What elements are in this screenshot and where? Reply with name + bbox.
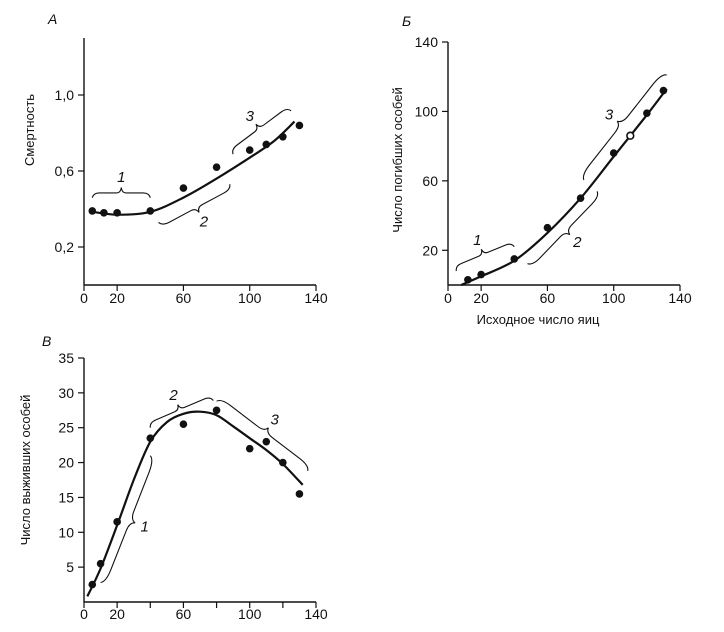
y-tick-label: 10 bbox=[58, 524, 74, 540]
region-label: 2 bbox=[168, 387, 178, 404]
y-axis-label: Смертность bbox=[22, 94, 37, 166]
data-point bbox=[543, 223, 552, 232]
data-point bbox=[88, 207, 97, 215]
data-point bbox=[626, 131, 635, 140]
data-point bbox=[245, 146, 254, 154]
data-point bbox=[88, 580, 97, 589]
fitted-curve bbox=[460, 88, 668, 287]
region-brace bbox=[216, 399, 309, 472]
region-label: 2 bbox=[199, 214, 209, 231]
y-tick-label: 20 bbox=[422, 242, 438, 258]
x-tick-label: 100 bbox=[602, 290, 626, 306]
region-label: 1 bbox=[117, 169, 125, 186]
data-point bbox=[659, 86, 668, 95]
data-point bbox=[464, 275, 472, 284]
x-tick-label: 60 bbox=[540, 290, 556, 306]
data-point bbox=[179, 420, 188, 429]
data-point bbox=[279, 458, 287, 467]
data-point bbox=[295, 490, 304, 498]
y-tick-label: 5 bbox=[66, 559, 74, 575]
region-brace bbox=[582, 74, 667, 181]
data-point bbox=[295, 121, 304, 130]
x-tick-label: 0 bbox=[80, 606, 88, 622]
y-tick-label: 100 bbox=[415, 103, 439, 119]
chart-panel-c: В 0 20 60 100 140 5 10 15 20 25 30 35 Число выживших … bbox=[18, 333, 328, 622]
region-brace bbox=[455, 243, 515, 272]
y-axis-label: Число выживших особей bbox=[18, 395, 33, 546]
data-point bbox=[179, 184, 188, 192]
data-point bbox=[262, 140, 271, 149]
region-label: 1 bbox=[473, 232, 481, 249]
y-tick-label: 140 bbox=[415, 34, 439, 50]
region-brace bbox=[158, 184, 231, 225]
chart-panel-a: А 0 20 60 100 140 0,2 0,6 1,0 Смертность 1 2 3 bbox=[22, 11, 328, 306]
data-point bbox=[609, 149, 618, 157]
region-label: 3 bbox=[271, 412, 280, 429]
data-point bbox=[212, 406, 221, 415]
x-tick-label: 20 bbox=[473, 290, 489, 306]
data-point bbox=[113, 518, 121, 526]
y-tick-label: 25 bbox=[58, 420, 74, 436]
data-point bbox=[510, 255, 519, 263]
x-tick-label: 0 bbox=[444, 290, 452, 306]
x-tick-label: 60 bbox=[176, 606, 192, 622]
fitted-curve bbox=[92, 120, 296, 216]
data-point bbox=[262, 437, 271, 446]
region-brace bbox=[91, 187, 151, 198]
panel-letter: Б bbox=[402, 13, 411, 29]
region-brace bbox=[149, 397, 214, 428]
x-tick-label: 140 bbox=[304, 290, 328, 306]
y-tick-label: 1,0 bbox=[55, 87, 75, 103]
data-point bbox=[643, 109, 651, 117]
panel-letter: А bbox=[47, 11, 57, 27]
region-brace bbox=[100, 455, 153, 584]
region-label: 3 bbox=[605, 107, 614, 124]
y-tick-label: 15 bbox=[58, 489, 74, 505]
x-tick-label: 100 bbox=[238, 290, 262, 306]
data-point bbox=[477, 270, 485, 279]
data-point bbox=[146, 434, 155, 442]
y-tick-label: 60 bbox=[422, 173, 438, 189]
fitted-curve bbox=[86, 410, 304, 597]
data-point bbox=[96, 559, 105, 568]
x-tick-label: 140 bbox=[668, 290, 692, 306]
y-tick-label: 30 bbox=[58, 385, 74, 401]
data-point bbox=[146, 207, 155, 215]
y-axis-label: Число погибших особей bbox=[390, 87, 405, 232]
x-axis-label: Исходное число яиц bbox=[477, 312, 600, 327]
data-point bbox=[245, 444, 254, 453]
region-label: 3 bbox=[246, 108, 255, 125]
x-tick-label: 20 bbox=[109, 290, 125, 306]
region-brace bbox=[232, 108, 292, 155]
data-point bbox=[113, 209, 121, 217]
data-point bbox=[576, 194, 585, 203]
x-tick-label: 100 bbox=[238, 606, 262, 622]
data-point bbox=[279, 133, 287, 141]
x-tick-label: 60 bbox=[176, 290, 192, 306]
region-label: 1 bbox=[141, 519, 149, 536]
data-point bbox=[100, 209, 108, 217]
region-brace bbox=[527, 191, 599, 265]
y-tick-label: 0,2 bbox=[55, 239, 75, 255]
x-tick-label: 0 bbox=[80, 290, 88, 306]
x-tick-label: 140 bbox=[304, 606, 328, 622]
x-tick-label: 20 bbox=[109, 606, 125, 622]
data-point bbox=[212, 163, 221, 171]
y-tick-label: 20 bbox=[58, 455, 74, 471]
y-tick-label: 35 bbox=[58, 350, 74, 366]
region-label: 2 bbox=[572, 234, 582, 251]
panel-letter: В bbox=[42, 333, 51, 349]
y-tick-label: 0,6 bbox=[55, 163, 75, 179]
chart-panel-b: Б 0 20 60 100 140 20 60 100 140 Число погибших осо… bbox=[390, 13, 692, 327]
